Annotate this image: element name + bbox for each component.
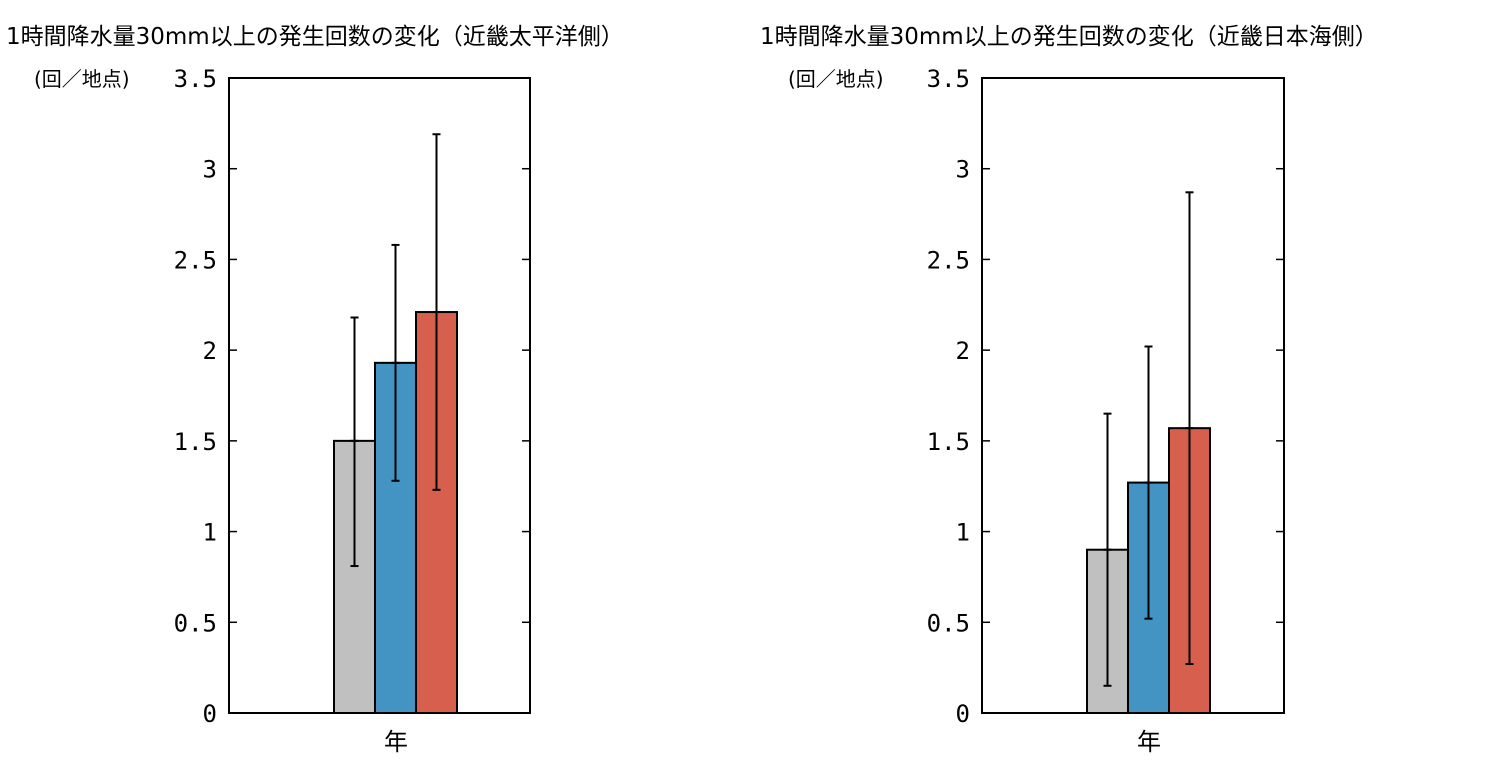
y-tick-label: 0 bbox=[956, 700, 970, 728]
y-tick-label: 0 bbox=[203, 700, 217, 728]
y-tick-label: 2 bbox=[203, 337, 217, 365]
y-tick-label: 3.5 bbox=[927, 65, 970, 93]
error-bar-series-2 bbox=[1144, 345, 1153, 620]
plot-frame bbox=[981, 77, 1285, 714]
x-category-label: 年 bbox=[384, 728, 408, 756]
error-bar-series-1 bbox=[1103, 412, 1112, 687]
y-tick-label: 1 bbox=[203, 519, 217, 547]
y-tick-label: 0.5 bbox=[927, 609, 970, 637]
error-bar-series-1 bbox=[350, 316, 359, 568]
plot-frame bbox=[228, 77, 531, 714]
y-axis-label: (回／地点) bbox=[788, 67, 884, 91]
y-tick-label: 1 bbox=[956, 519, 970, 547]
y-tick-label: 1.5 bbox=[927, 428, 970, 456]
error-bar-series-3 bbox=[1185, 191, 1194, 666]
y-axis-label: (回／地点) bbox=[34, 67, 130, 91]
y-tick-label: 3.5 bbox=[174, 65, 217, 93]
y-tick-label: 2.5 bbox=[927, 246, 970, 274]
y-tick-label: 2 bbox=[956, 337, 970, 365]
chart-kinki-pacific: 1時間降水量30mm以上の発生回数の変化（近畿太平洋側） (回／地点) 年 0 0… bbox=[6, 24, 624, 756]
y-tick-label: 3 bbox=[203, 156, 217, 184]
chart-kinki-japan-sea: 1時間降水量30mm以上の発生回数の変化（近畿日本海側） (回／地点) 年 0 0… bbox=[760, 24, 1378, 756]
y-tick-label: 1.5 bbox=[174, 428, 217, 456]
y-tick-label: 3 bbox=[956, 156, 970, 184]
chart-title: 1時間降水量30mm以上の発生回数の変化（近畿太平洋側） bbox=[6, 24, 624, 50]
chart-title: 1時間降水量30mm以上の発生回数の変化（近畿日本海側） bbox=[760, 24, 1378, 50]
x-category-label: 年 bbox=[1137, 728, 1161, 756]
error-bar-series-2 bbox=[391, 243, 400, 482]
error-bar-series-3 bbox=[432, 133, 441, 491]
y-tick-label: 0.5 bbox=[174, 609, 217, 637]
y-tick-label: 2.5 bbox=[174, 246, 217, 274]
